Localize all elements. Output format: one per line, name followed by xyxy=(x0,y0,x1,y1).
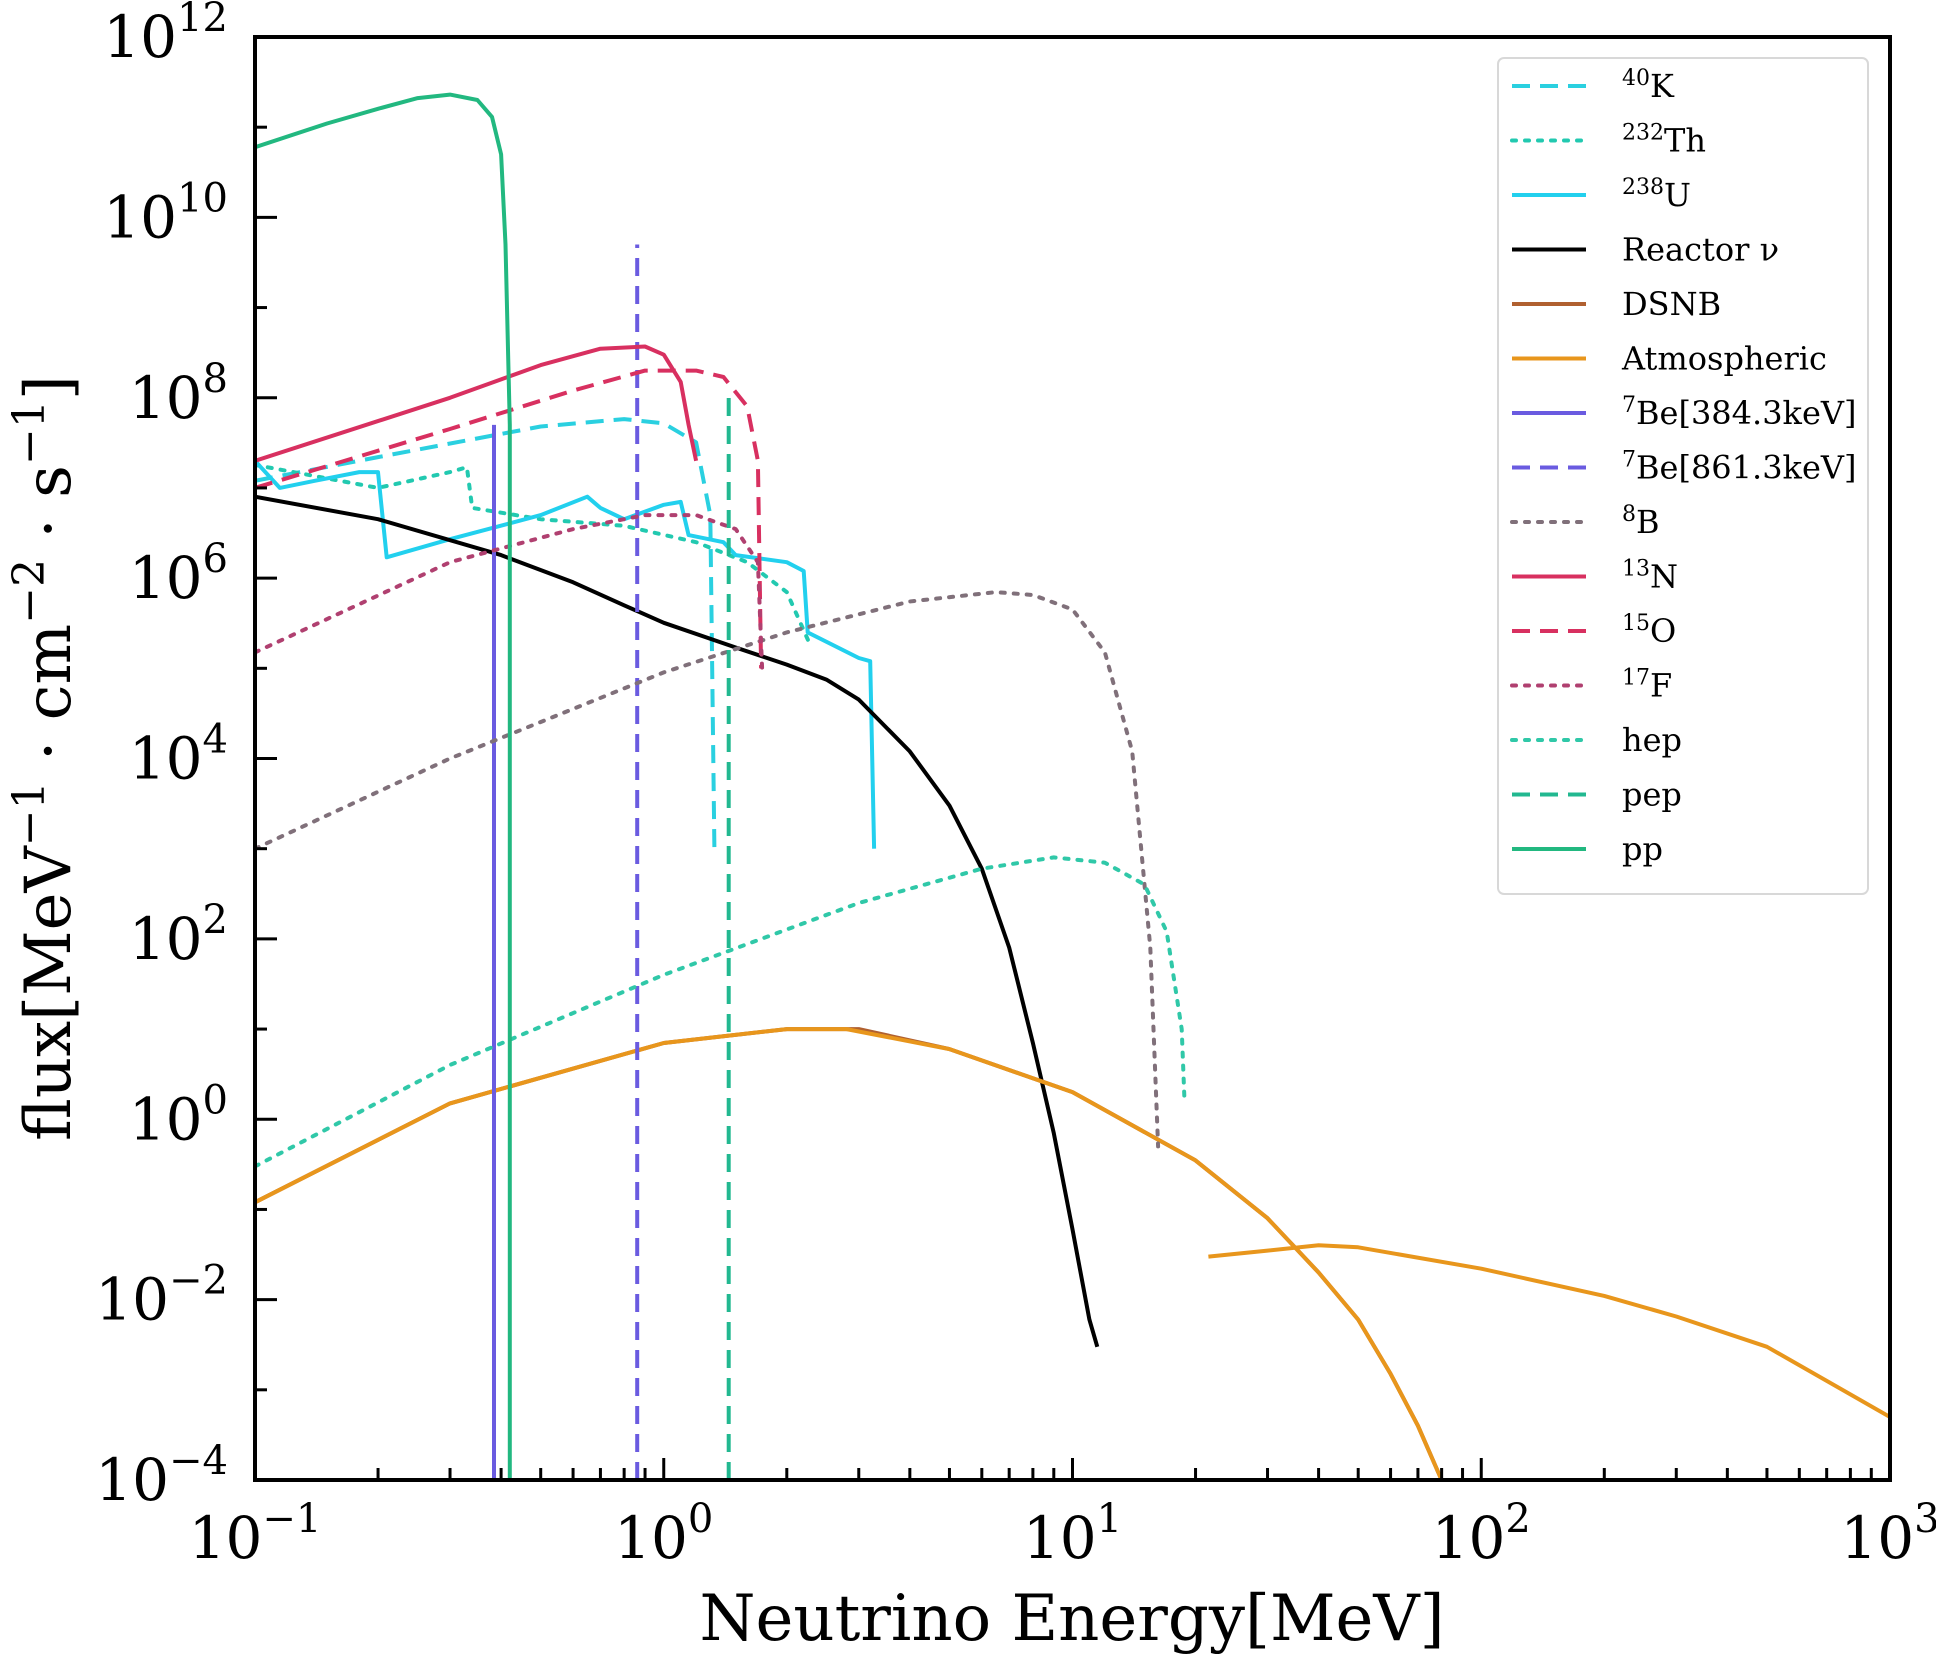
series-line-8 xyxy=(255,590,1161,1149)
legend-label: 7Be[861.3keV] xyxy=(1622,448,1856,487)
legend-label: 13N xyxy=(1622,557,1678,596)
legend-label: 17F xyxy=(1622,666,1672,705)
legend-label: DSNB xyxy=(1622,285,1721,323)
legend-label: 7Be[384.3keV] xyxy=(1622,393,1856,432)
series-line-10 xyxy=(255,368,764,669)
y-tick-label: 10−2 xyxy=(95,1258,228,1334)
y-tick-label: 1012 xyxy=(103,0,228,71)
legend-label: 15O xyxy=(1622,611,1676,650)
y-axis-title-base: flux[MeV xyxy=(12,844,86,1140)
y-axis-title-mid1: · cm xyxy=(12,624,86,782)
series-line-5 xyxy=(255,1027,1890,1480)
x-tick-label: 102 xyxy=(1432,1496,1531,1572)
y-axis-title-exp3: −1 xyxy=(4,400,55,465)
y-tick-label: 108 xyxy=(129,356,228,432)
y-tick-label: 106 xyxy=(129,536,228,612)
series-line-2 xyxy=(255,459,877,849)
legend-label: 232Th xyxy=(1622,121,1706,160)
y-axis-title: flux[MeV−1 · cm−2 · s−1] xyxy=(4,375,86,1141)
series-line-9 xyxy=(255,344,699,463)
series-line-11 xyxy=(255,513,765,671)
series-line-1 xyxy=(255,462,811,644)
x-tick-label: 100 xyxy=(614,1496,713,1572)
legend-items: 40K 232Th 238U Reactor ν DSNB Atmospheric 7Be[… xyxy=(1510,66,1856,868)
ticks-layer xyxy=(253,35,1892,1482)
series-line-3 xyxy=(255,494,1100,1348)
y-axis-title-mid2: · s xyxy=(12,465,86,559)
legend-box xyxy=(1497,57,1869,895)
tick-labels-layer: 10−1 100 101 102 103 10−4 10−2 100 102 104 106 108 1… xyxy=(95,0,1936,1572)
y-tick-label: 10−4 xyxy=(95,1438,228,1514)
legend-label: pep xyxy=(1622,776,1682,814)
series-layer xyxy=(255,92,1890,1480)
y-tick-label: 102 xyxy=(129,897,228,973)
x-tick-label: 103 xyxy=(1840,1496,1936,1572)
y-tick-label: 104 xyxy=(129,717,228,793)
y-tick-label: 1010 xyxy=(103,175,228,251)
legend-label: 238U xyxy=(1622,175,1691,214)
legend-label: pp xyxy=(1622,830,1663,868)
y-axis-title-end: ] xyxy=(12,375,86,400)
series-line-14 xyxy=(255,92,512,1480)
series-line-0 xyxy=(255,417,717,849)
y-axis-title-exp2: −2 xyxy=(4,559,55,624)
y-axis-title-exp1: −1 xyxy=(4,781,55,846)
legend-label: Reactor ν xyxy=(1622,231,1779,269)
x-axis-title: Neutrino Energy[MeV] xyxy=(699,1582,1444,1656)
y-tick-label: 100 xyxy=(129,1077,228,1153)
legend-label: hep xyxy=(1622,721,1682,759)
x-tick-label: 101 xyxy=(1023,1496,1122,1572)
series-line-12 xyxy=(255,855,1187,1169)
legend-label: 8B xyxy=(1622,502,1660,541)
x-tick-label: 10−1 xyxy=(189,1496,322,1572)
legend-label: Atmospheric xyxy=(1621,340,1827,378)
legend: 40K 232Th 238U Reactor ν DSNB Atmospheric 7Be[… xyxy=(1497,57,1869,895)
legend-label: 40K xyxy=(1622,66,1675,105)
